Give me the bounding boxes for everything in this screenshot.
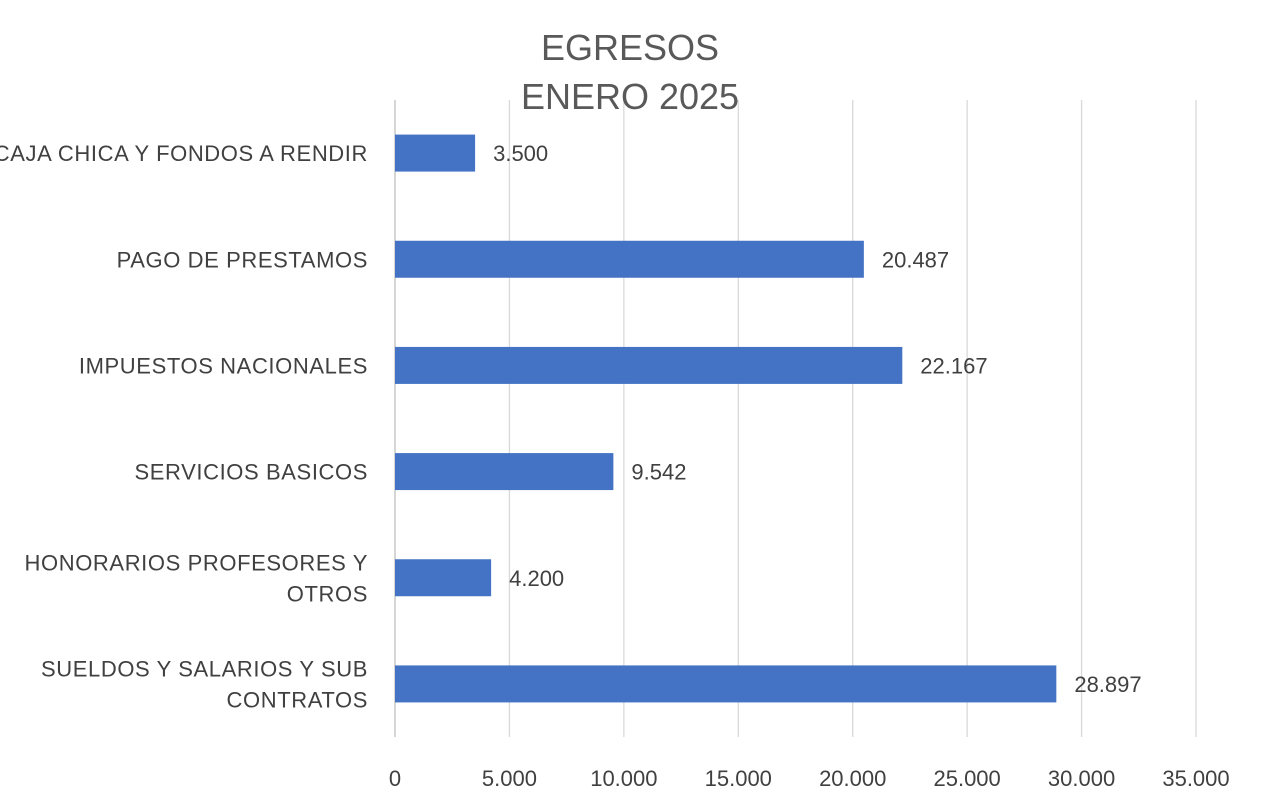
gridlines bbox=[394, 100, 1197, 737]
bar bbox=[395, 134, 476, 172]
category-label: CAJA CHICA Y FONDOS A RENDIR bbox=[0, 141, 368, 166]
data-label: 3.500 bbox=[493, 141, 548, 166]
data-label: 4.200 bbox=[509, 566, 564, 591]
category-axis-labels: CAJA CHICA Y FONDOS A RENDIR PAGO DE PRES… bbox=[0, 141, 368, 712]
chart-title: EGRESOS ENERO 2025 bbox=[521, 27, 739, 117]
x-tick-label: 20.000 bbox=[819, 766, 886, 791]
chart-title-line-1: EGRESOS bbox=[541, 27, 719, 68]
x-tick-label: 0 bbox=[389, 766, 401, 791]
bars bbox=[395, 134, 1057, 703]
category-label: SUELDOS Y SALARIOS Y SUB CONTRATOS bbox=[41, 656, 368, 712]
x-tick-label: 30.000 bbox=[1048, 766, 1115, 791]
bar bbox=[395, 559, 492, 597]
x-tick-label: 25.000 bbox=[933, 766, 1000, 791]
x-tick-label: 35.000 bbox=[1162, 766, 1229, 791]
chart-title-line-2: ENERO 2025 bbox=[521, 76, 739, 117]
bar bbox=[395, 346, 903, 384]
bar bbox=[395, 665, 1057, 703]
data-label: 28.897 bbox=[1074, 672, 1141, 697]
data-labels: 3.500 20.487 22.167 9.542 4.200 28.897 bbox=[493, 141, 1142, 697]
data-label: 22.167 bbox=[920, 353, 987, 378]
category-label: SERVICIOS BASICOS bbox=[134, 460, 368, 485]
value-axis-tick-labels: 0 5.000 10.000 15.000 20.000 25.000 30.000 35.0… bbox=[389, 766, 1230, 791]
x-tick-label: 5.000 bbox=[482, 766, 537, 791]
category-label: PAGO DE PRESTAMOS bbox=[117, 247, 368, 272]
x-tick-label: 15.000 bbox=[705, 766, 772, 791]
category-label: HONORARIOS PROFESORES Y OTROS bbox=[25, 550, 368, 606]
bar bbox=[395, 453, 614, 491]
data-label: 20.487 bbox=[882, 247, 949, 272]
bar bbox=[395, 240, 864, 278]
category-label: IMPUESTOS NACIONALES bbox=[79, 353, 368, 378]
x-tick-label: 10.000 bbox=[590, 766, 657, 791]
data-label: 9.542 bbox=[631, 460, 686, 485]
